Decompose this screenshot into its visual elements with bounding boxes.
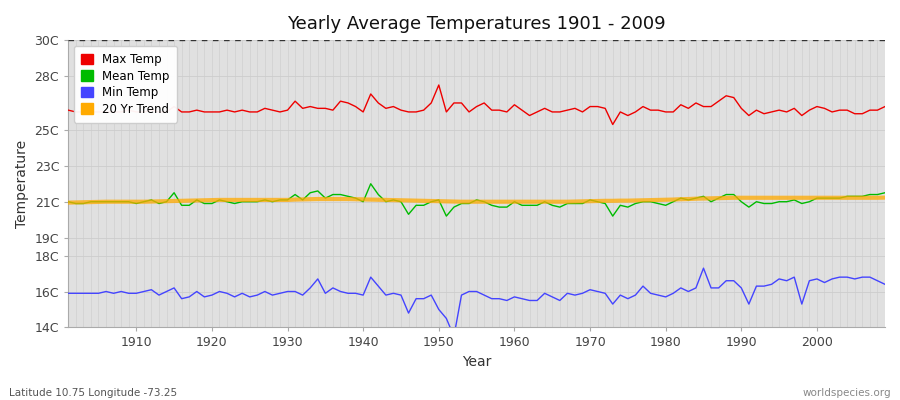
Text: worldspecies.org: worldspecies.org: [803, 388, 891, 398]
Legend: Max Temp, Mean Temp, Min Temp, 20 Yr Trend: Max Temp, Mean Temp, Min Temp, 20 Yr Tre…: [74, 46, 177, 123]
X-axis label: Year: Year: [462, 355, 491, 369]
Text: Latitude 10.75 Longitude -73.25: Latitude 10.75 Longitude -73.25: [9, 388, 177, 398]
Y-axis label: Temperature: Temperature: [15, 140, 29, 228]
Title: Yearly Average Temperatures 1901 - 2009: Yearly Average Temperatures 1901 - 2009: [287, 15, 666, 33]
